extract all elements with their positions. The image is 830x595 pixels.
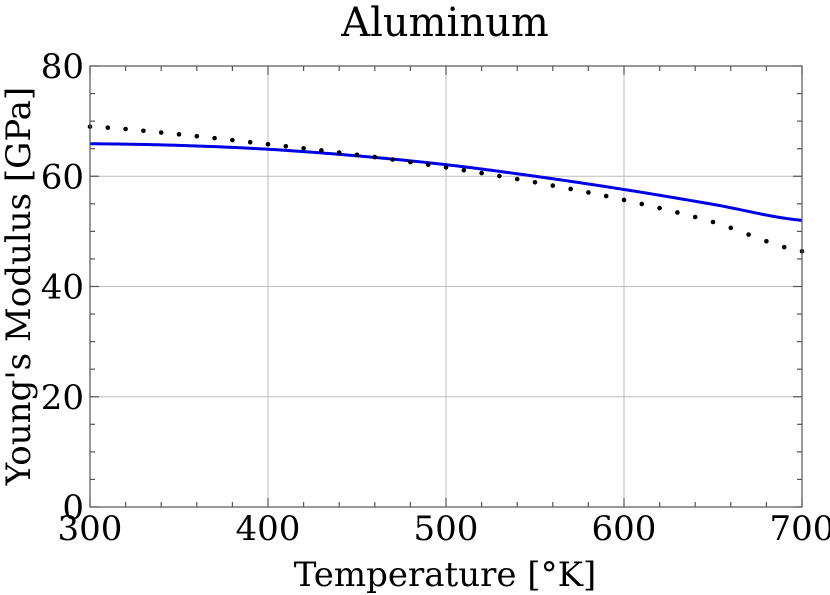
- y-tick-label: 20: [41, 378, 84, 418]
- series-dotted-point: [657, 205, 662, 211]
- series-dotted-point: [105, 125, 111, 130]
- x-tick-label: 300: [58, 509, 123, 549]
- series-dotted-point: [212, 135, 217, 141]
- series-dotted-point: [336, 150, 342, 155]
- x-axis-label: Temperature [°K]: [294, 555, 596, 595]
- series-dotted-point: [532, 180, 538, 185]
- chart-title: Aluminum: [340, 0, 549, 46]
- plot-area: [87, 124, 805, 254]
- series-solid-line: [89, 142, 803, 222]
- x-tick-label: 700: [770, 509, 830, 549]
- series-dotted-point: [692, 214, 698, 220]
- series-dotted-point: [586, 190, 591, 195]
- series-dotted-point: [568, 186, 573, 192]
- series-dotted-point: [301, 146, 306, 151]
- series-dotted-point: [425, 162, 431, 168]
- x-tick-label: 500: [414, 509, 479, 549]
- series-dotted-point: [746, 232, 751, 237]
- series-dotted-point: [158, 130, 164, 135]
- series-dotted-point: [675, 210, 680, 215]
- series-dotted-point: [390, 157, 395, 162]
- series-dotted-point: [728, 225, 734, 231]
- series-dotted-point: [710, 219, 716, 225]
- series-dotted-point: [408, 159, 413, 165]
- series-dotted-point: [319, 148, 324, 153]
- series-dotted-point: [497, 173, 502, 179]
- series-dotted-point: [639, 201, 645, 207]
- y-tick-label: 60: [41, 157, 84, 197]
- series-dotted-point: [283, 144, 289, 149]
- series-dotted-point: [764, 238, 769, 244]
- series-dotted-point: [230, 137, 235, 143]
- x-tick-label: 600: [592, 509, 657, 549]
- series-dotted-point: [603, 193, 609, 199]
- series-dotted-point: [550, 183, 556, 188]
- ticks: [89, 65, 803, 508]
- series-dotted-point: [141, 128, 146, 134]
- x-tick-label: 400: [236, 509, 301, 549]
- series-dotted-point: [123, 126, 128, 132]
- series-dotted-point: [354, 152, 360, 158]
- series-dotted-point: [443, 165, 449, 170]
- series-dotted-point: [479, 170, 484, 176]
- series-dotted-point: [194, 133, 200, 139]
- y-tick-label: 0: [62, 488, 84, 528]
- series-dotted-point: [265, 141, 271, 147]
- y-tick-label: 40: [41, 268, 84, 308]
- series-dotted-point: [176, 132, 182, 137]
- grid: [90, 66, 802, 507]
- series-dotted-point: [781, 244, 787, 250]
- series-dotted-point: [621, 197, 627, 203]
- tick-labels: 300 400 500 600 700 0 20 40 60 80: [41, 47, 830, 549]
- series-dotted-point: [514, 176, 520, 182]
- series-dotted-point: [372, 154, 378, 160]
- y-tick-label: 80: [41, 47, 84, 87]
- series-dotted-point: [461, 167, 467, 173]
- y-axis-label: Young's Modulus [GPa]: [0, 87, 39, 486]
- series-dotted-point: [247, 139, 253, 145]
